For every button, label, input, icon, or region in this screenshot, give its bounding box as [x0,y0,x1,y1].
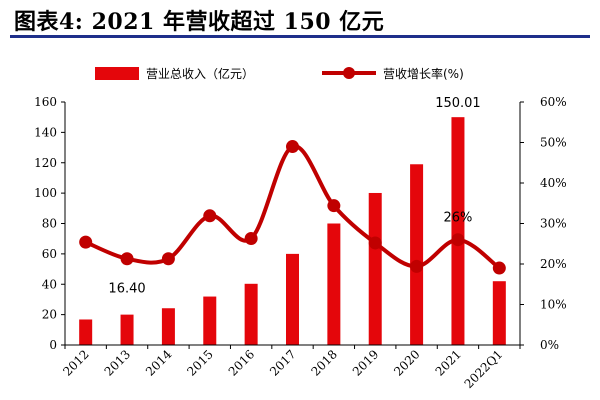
data-label-2021: 26% [444,211,473,226]
revenue-chart: 营业总收入（亿元） 营收增长率(%) 0204060801001201401600… [34,66,567,391]
bar-2021 [451,117,465,346]
bar-2016 [244,283,258,345]
x-tick-label: 2013 [102,347,133,378]
left-tick-label: 120 [34,156,57,170]
data-label-2021: 150.01 [435,96,481,111]
left-tick-label: 100 [34,186,57,200]
x-tick-label: 2015 [184,347,215,378]
growth-point-2012 [79,235,93,249]
growth-point-2019 [368,236,382,250]
x-tick-label: 2014 [143,347,175,379]
chart-axes: 0 20 40 60 80 100 120 140 160 0% 10% 20% 30% 40% 50% 60… [34,95,567,391]
bar-2018 [327,223,341,345]
x-tick-label: 2016 [226,347,257,378]
bar-2020 [410,164,424,345]
page-title: 图表4: 2021 年营收超过 150 亿元 [14,9,385,35]
line-series [79,140,506,275]
left-tick-label: 160 [34,95,57,109]
growth-point-2022Q1 [492,261,506,275]
bar-2017 [286,253,299,345]
right-tick-label: 40% [540,176,567,190]
bar-2014 [161,308,175,345]
right-tick-label: 0% [540,338,559,352]
left-tick-label: 80 [42,217,57,231]
right-tick-label: 20% [540,257,567,271]
right-tick-label: 30% [540,217,567,231]
growth-point-2017 [286,140,299,154]
bar-2012 [79,319,93,345]
legend-swatch-growth-marker [343,67,355,79]
x-tick-label: 2022Q1 [462,347,506,391]
growth-point-2015 [203,209,217,223]
x-tick-label: 2018 [308,347,339,378]
right-tick-label: 50% [540,136,567,150]
legend-label-revenue: 营业总收入（亿元） [146,66,254,81]
growth-point-2018 [327,199,341,213]
growth-point-2020 [410,259,424,273]
x-tick-label: 2019 [350,347,381,378]
x-tick-label: 2020 [391,347,422,378]
chart-legend: 营业总收入（亿元） 营收增长率(%) [95,66,464,81]
growth-point-2021 [451,233,465,247]
right-tick-label: 60% [540,95,567,109]
growth-point-2013 [120,252,134,266]
right-tick-label: 10% [540,298,567,312]
title-rule [10,35,590,38]
legend-swatch-revenue [95,67,139,80]
left-tick-label: 60 [42,247,57,261]
growth-line [84,144,501,270]
bar-2022Q1 [492,281,506,345]
title-bar: 图表4: 2021 年营收超过 150 亿元 [0,0,600,38]
left-tick-label: 0 [49,338,57,352]
bar-2019 [368,192,382,345]
legend-label-growth: 营收增长率(%) [383,66,464,81]
bar-2013 [120,314,134,345]
x-tick-label: 2021 [433,347,464,378]
left-tick-label: 20 [42,308,57,322]
x-tick-label: 2017 [267,347,298,378]
left-tick-label: 40 [42,277,57,291]
bar-2015 [203,296,217,345]
data-labels: 16.40 150.01 26% [108,96,480,296]
bar-series [79,117,506,346]
x-tick-label: 2012 [60,347,91,378]
growth-point-2016 [244,231,258,245]
data-label-2013: 16.40 [108,282,145,297]
left-tick-label: 140 [34,125,57,139]
growth-point-2014 [161,252,175,266]
